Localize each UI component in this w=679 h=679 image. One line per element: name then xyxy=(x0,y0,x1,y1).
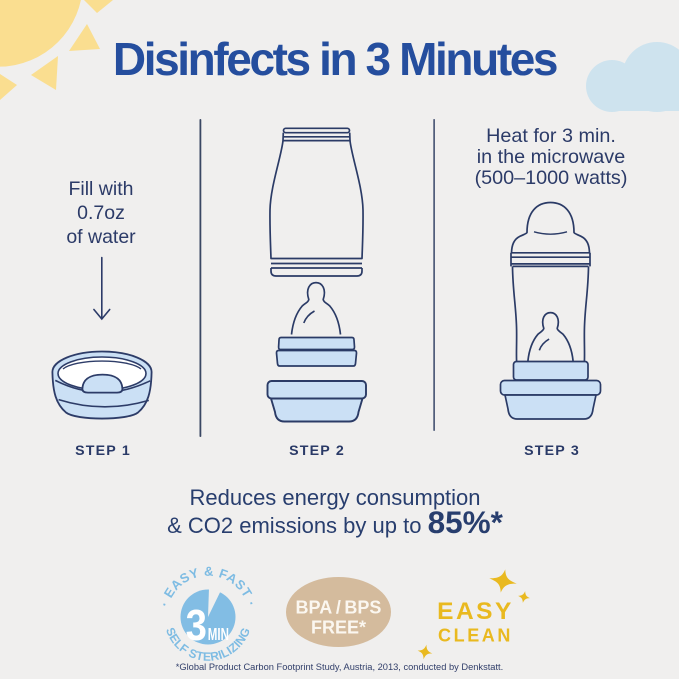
svg-text:MIN: MIN xyxy=(208,625,229,645)
svg-text:BPA / BPS: BPA / BPS xyxy=(296,598,382,618)
svg-text:3: 3 xyxy=(186,601,207,650)
svg-text:CLEAN: CLEAN xyxy=(438,626,513,646)
svg-text:FREE*: FREE* xyxy=(311,618,366,638)
svg-text:EASY: EASY xyxy=(437,598,514,625)
